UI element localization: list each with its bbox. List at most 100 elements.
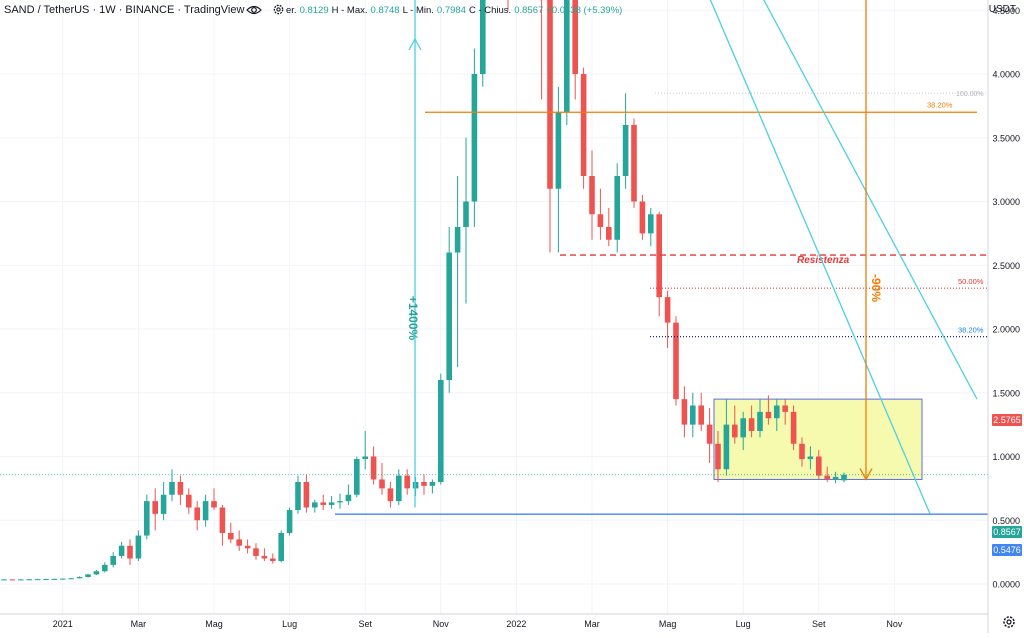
rise-label: +1400%: [406, 296, 420, 341]
candle-body: [295, 482, 301, 511]
fib-small-100-label: 100.00%: [956, 91, 984, 98]
candle-body: [211, 501, 217, 508]
candle-body: [379, 479, 385, 489]
candle-body: [664, 297, 671, 323]
candle-body: [454, 227, 461, 253]
price-tick-label: 0.5000: [992, 516, 1020, 526]
candle-body: [68, 578, 74, 580]
candle-body: [118, 545, 125, 556]
support-price-tag: 0.5476: [992, 544, 1022, 556]
candle-body: [438, 380, 444, 482]
open-label: er.: [286, 4, 297, 16]
candle-body: [799, 443, 805, 460]
candle-body: [564, 0, 570, 113]
time-tick-label: Mag: [659, 619, 677, 629]
candle-body: [774, 405, 780, 419]
price-tick-label: 2.0000: [992, 325, 1020, 335]
candle-body: [127, 545, 133, 559]
candle-body: [715, 443, 721, 470]
candle-body: [723, 424, 730, 470]
candle-body: [1, 579, 7, 581]
price-axis-title: USDT: [988, 4, 1016, 15]
candle-body: [345, 494, 352, 502]
candle-body: [614, 176, 620, 240]
candle-body: [656, 214, 662, 298]
candle-body: [396, 475, 402, 502]
candle-body: [832, 476, 839, 480]
candle-body: [261, 555, 268, 559]
time-tick-label: Mar: [584, 619, 600, 629]
current-price-tag: 0.8567: [992, 526, 1022, 538]
candle-body: [26, 579, 32, 581]
candle-body: [681, 399, 688, 425]
time-tick-label: Set: [358, 619, 372, 629]
time-tick-label: Nov: [886, 619, 903, 629]
candle-body: [194, 507, 200, 521]
candle-body: [404, 475, 410, 489]
candle-body: [606, 227, 612, 240]
time-tick-label: 2021: [53, 619, 73, 629]
candles: [1, 0, 847, 581]
candle-body: [480, 0, 486, 74]
drawings-front: 100.00%50.00%38.20%100.00%50.00%38.20%Re…: [0, 0, 988, 515]
candle-body: [219, 507, 226, 533]
candle-body: [463, 201, 469, 227]
price-tick-label: 4.5000: [992, 6, 1020, 16]
candle-body: [421, 482, 427, 486]
fall-label: -90%: [869, 274, 883, 302]
candle-body: [152, 501, 158, 514]
candle-body: [639, 201, 646, 234]
time-tick-label: Mar: [131, 619, 147, 629]
candle-body: [328, 502, 335, 505]
candle-body: [169, 482, 175, 495]
candle-body: [76, 576, 83, 579]
candle-body: [186, 494, 192, 508]
candle-body: [387, 488, 394, 502]
candle-body: [589, 176, 595, 215]
ohlc-values: er. 0.8129 H - Max. 0.8748 L - Min. 0.79…: [286, 0, 622, 20]
candle-body: [60, 578, 66, 580]
candle-body: [429, 482, 436, 486]
candle-body: [253, 548, 259, 556]
candle-body: [748, 418, 755, 431]
candle-body: [18, 579, 24, 581]
candle-body: [244, 545, 251, 549]
low-value: 0.7984: [436, 4, 466, 16]
candle-body: [648, 214, 654, 234]
candle-body: [236, 539, 242, 546]
change-value: +0.0438 (+5.39%): [546, 4, 623, 16]
candle-body: [85, 574, 91, 577]
fib-small-50-label: 50.00%: [958, 277, 984, 286]
candle-body: [303, 482, 310, 508]
gear-icon[interactable]: [272, 3, 285, 16]
candle-body: [706, 424, 713, 444]
candle-body: [110, 555, 116, 565]
time-tick-label: 2022: [506, 619, 526, 629]
open-value: 0.8129: [299, 4, 329, 16]
symbol-title[interactable]: SAND / TetherUS · 1W · BINANCE · Trading…: [0, 4, 249, 16]
candle-body: [698, 405, 704, 425]
symbol-header: SAND / TetherUS · 1W · BINANCE · Trading…: [0, 0, 249, 20]
close-label: C - Chius.: [468, 4, 512, 16]
candle-body: [580, 74, 587, 176]
candle-body: [144, 501, 150, 536]
candle-body: [312, 502, 318, 508]
candle-body: [446, 252, 452, 380]
fall-arrow-head: [859, 468, 873, 481]
candle-body: [320, 502, 326, 505]
candle-body: [286, 510, 293, 533]
eye-icon[interactable]: [246, 4, 262, 16]
candle-body: [555, 112, 562, 189]
close-value: 0.8567: [514, 4, 544, 16]
settings-gear-icon[interactable]: [1000, 613, 1018, 631]
high-label: H - Max.: [331, 4, 368, 16]
candle-body: [102, 564, 108, 572]
candle-body: [622, 125, 629, 176]
candle-body: [690, 405, 696, 425]
candle-body: [43, 579, 49, 581]
candle-body: [135, 535, 142, 559]
candle-body: [807, 456, 814, 460]
candle-body: [572, 0, 578, 74]
